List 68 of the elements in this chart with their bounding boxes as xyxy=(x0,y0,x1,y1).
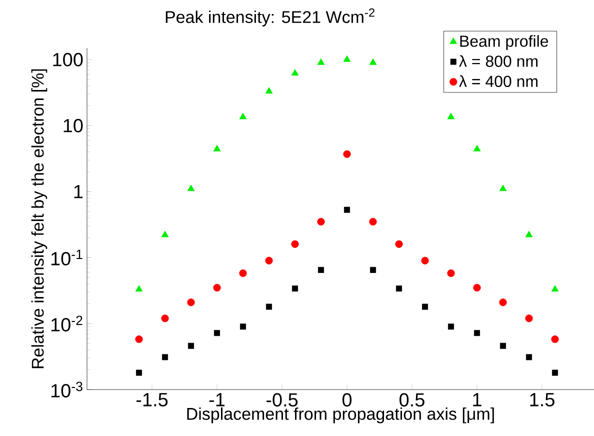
point xyxy=(213,144,221,152)
point xyxy=(551,285,559,292)
point xyxy=(369,58,377,65)
point xyxy=(369,218,377,226)
y-tick-label: 100 xyxy=(53,52,83,66)
point xyxy=(474,330,480,336)
x-tick-label: 1.5 xyxy=(530,393,554,406)
legend-label: λ = 400 nm xyxy=(459,75,538,88)
point xyxy=(447,112,455,120)
point xyxy=(317,58,325,65)
y-tick-label: 10$^{-2}$ xyxy=(51,316,82,332)
point xyxy=(499,184,507,192)
point xyxy=(188,342,194,349)
point xyxy=(395,240,403,248)
legend-label: Beam profile xyxy=(460,35,548,50)
legend-label: λ = 800 nm xyxy=(459,55,538,67)
point xyxy=(344,206,350,213)
x-axis-title: Displacement from propagation axis [μm] xyxy=(187,407,494,424)
point xyxy=(473,284,481,292)
x-tick-label: 0 xyxy=(342,393,352,407)
point xyxy=(187,184,195,192)
point xyxy=(343,150,351,158)
point xyxy=(266,304,272,310)
x-tick-label: -1 xyxy=(209,393,225,406)
point xyxy=(292,286,298,292)
point xyxy=(214,330,220,336)
point xyxy=(291,69,299,76)
y-tick-label: 1 xyxy=(74,185,83,198)
y-tick-label: 10$^{-3}$ xyxy=(51,382,82,398)
point xyxy=(551,335,559,344)
point xyxy=(343,55,351,62)
point xyxy=(552,370,558,376)
point xyxy=(447,269,455,278)
point xyxy=(526,354,532,360)
point xyxy=(525,314,533,322)
point xyxy=(421,256,429,264)
point xyxy=(161,314,169,322)
point xyxy=(499,298,507,306)
point xyxy=(370,266,376,273)
x-tick-label: -0.5 xyxy=(266,393,298,407)
point xyxy=(161,230,169,238)
point xyxy=(422,304,428,310)
point xyxy=(136,370,142,376)
point xyxy=(239,112,247,120)
x-tick-label: 0.5 xyxy=(400,393,424,407)
point xyxy=(135,335,143,344)
point xyxy=(187,298,195,306)
point xyxy=(240,324,246,330)
point xyxy=(317,218,325,226)
point xyxy=(291,240,299,248)
chart-title: Peak intensity: 5E21 Wcm$^{-2}$ xyxy=(166,8,374,26)
point xyxy=(396,286,402,292)
point xyxy=(318,266,324,273)
point xyxy=(265,256,273,264)
y-tick-label: 10 xyxy=(64,118,83,132)
point xyxy=(525,230,533,238)
y-axis-title: Relative intensity felt by the electron [%] xyxy=(31,69,48,368)
point xyxy=(162,354,168,360)
y-tick-label: 10$^{-1}$ xyxy=(51,250,82,266)
point xyxy=(448,324,454,330)
point xyxy=(135,285,143,292)
point xyxy=(213,284,221,292)
point xyxy=(239,269,247,278)
point xyxy=(473,144,481,152)
x-tick-label: 1 xyxy=(473,393,482,406)
point xyxy=(265,87,273,94)
x-tick-label: -1.5 xyxy=(136,393,168,406)
point xyxy=(500,342,506,349)
